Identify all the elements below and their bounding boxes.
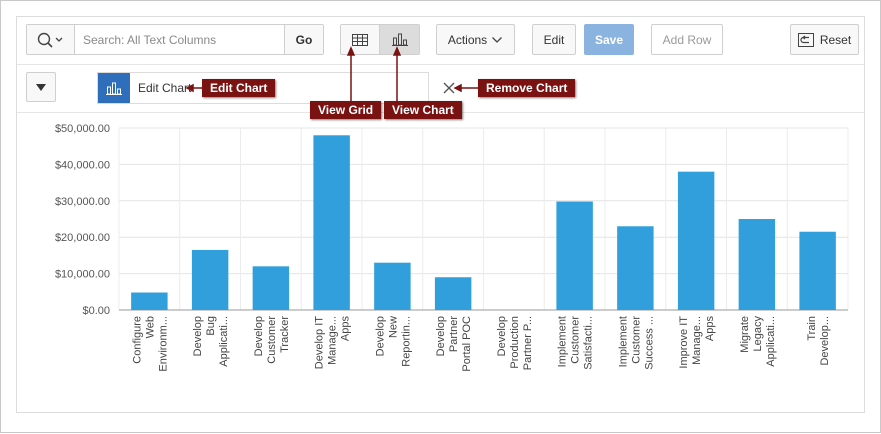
x-tick-label: Satisfacti... [583, 316, 595, 370]
y-tick-label: $20,000.00 [55, 232, 110, 244]
x-tick-label: Develop... [819, 316, 831, 366]
bar [191, 249, 229, 310]
x-tick-label: Configure [131, 316, 143, 364]
bar [313, 135, 350, 310]
view-grid-button[interactable] [341, 25, 380, 54]
x-tick-label: Apps [340, 316, 352, 342]
add-row-button[interactable]: Add Row [651, 24, 723, 55]
x-tick-label: Production [509, 316, 521, 369]
search-bar: Go [26, 24, 324, 55]
caret-down-icon [36, 83, 46, 91]
bar-chart-icon [106, 82, 122, 95]
x-tick-label: Migrate [739, 316, 751, 353]
view-chart-button[interactable] [380, 25, 419, 54]
view-switcher [340, 24, 420, 55]
bar [434, 277, 472, 310]
chart-view-panel: Go [16, 16, 865, 413]
close-icon [443, 82, 455, 94]
bar [131, 292, 168, 310]
toolbar: Go [17, 17, 864, 65]
callout-view-chart: View Chart [384, 101, 462, 119]
x-tick-label: Manage... [691, 316, 703, 365]
reset-icon [797, 32, 814, 47]
x-tick-label: Environm... [157, 316, 169, 372]
x-tick-label: Manage... [327, 316, 339, 365]
x-tick-label: Success ... [643, 316, 655, 370]
remove-chart-button[interactable] [441, 80, 457, 96]
bar [374, 262, 411, 310]
search-column-button[interactable] [27, 25, 75, 54]
x-tick-label: Implement [557, 316, 569, 367]
chevron-down-icon [55, 37, 62, 42]
bar [617, 226, 654, 310]
bar-chart-icon [391, 33, 408, 46]
bar [738, 219, 776, 310]
edit-button[interactable]: Edit [532, 24, 576, 55]
edit-chart-link[interactable]: Edit Chart [138, 81, 192, 95]
x-tick-label: Tracker [279, 316, 291, 353]
x-tick-label: Improve IT [678, 316, 690, 369]
x-tick-label: Portal POC [461, 316, 473, 372]
y-tick-label: $40,000.00 [55, 159, 110, 171]
x-tick-label: Partner [448, 316, 460, 352]
y-tick-label: $50,000.00 [55, 123, 110, 135]
x-tick-label: Partner P... [522, 316, 534, 370]
bar [556, 201, 593, 310]
x-tick-label: Develop [374, 316, 386, 356]
x-tick-label: Applicati... [765, 316, 777, 367]
x-tick-label: Applicati... [218, 316, 230, 367]
x-tick-label: New [387, 316, 399, 338]
x-tick-label: Develop IT [314, 316, 326, 369]
x-tick-label: Train [806, 316, 818, 341]
chip-chart-icon-box [98, 73, 130, 103]
x-tick-label: Develop [192, 316, 204, 356]
save-button[interactable]: Save [584, 24, 634, 55]
bar [799, 231, 836, 310]
x-tick-label: Customer [570, 316, 582, 364]
bar-chart: $0.00 $10,000.00 $20,000.00 $30,000.00 $40,0… [55, 123, 849, 372]
chevron-down-icon [492, 36, 503, 43]
callout-view-grid: View Grid [310, 101, 382, 119]
x-tick-label: Bug [205, 316, 217, 336]
x-tick-label: Apps [704, 316, 716, 342]
x-tick-label: Develop [435, 316, 447, 356]
grid-icon [352, 33, 368, 46]
search-input[interactable] [76, 25, 284, 54]
x-tick-label: Develop [496, 316, 508, 356]
go-button[interactable]: Go [284, 25, 323, 54]
x-tick-label: Legacy [752, 316, 764, 352]
callout-edit-chart: Edit Chart [202, 79, 276, 97]
bar [677, 171, 715, 310]
reset-label: Reset [819, 32, 852, 47]
x-tick-label: Implement [617, 316, 629, 367]
y-tick-label: $30,000.00 [55, 196, 110, 208]
callout-remove-chart: Remove Chart [478, 79, 576, 97]
actions-label: Actions [447, 32, 488, 47]
x-tick-label: Develop [253, 316, 265, 356]
x-tick-label: Web [144, 316, 156, 338]
y-tick-label: $0.00 [82, 305, 110, 317]
collapse-settings-button[interactable] [26, 72, 56, 102]
search-icon [37, 32, 62, 48]
x-tick-label: Customer [630, 316, 642, 364]
y-tick-label: $10,000.00 [55, 269, 110, 281]
x-tick-label: Reportin... [400, 316, 412, 367]
bar [252, 266, 290, 310]
reset-button[interactable]: Reset [790, 24, 859, 55]
x-tick-label: Customer [266, 316, 278, 364]
actions-menu-button[interactable]: Actions [436, 24, 515, 55]
